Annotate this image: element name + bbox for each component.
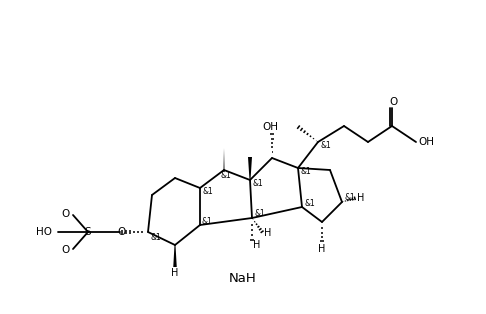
- Polygon shape: [248, 157, 252, 180]
- Text: &1: &1: [305, 198, 315, 208]
- Text: H: H: [264, 228, 272, 238]
- Text: &1: &1: [221, 171, 231, 181]
- Polygon shape: [173, 245, 177, 267]
- Text: H: H: [318, 244, 326, 254]
- Text: H: H: [171, 268, 179, 278]
- Text: &1: &1: [321, 140, 331, 149]
- Text: &1: &1: [253, 178, 263, 187]
- Text: &1: &1: [301, 166, 312, 176]
- Text: NaH: NaH: [229, 272, 257, 284]
- Text: &1: &1: [151, 232, 161, 241]
- Text: O: O: [117, 227, 125, 237]
- Text: H: H: [253, 240, 260, 250]
- Text: OH: OH: [262, 122, 278, 132]
- Text: O: O: [61, 209, 69, 219]
- Text: &1: &1: [345, 193, 355, 203]
- Text: &1: &1: [202, 216, 212, 225]
- Text: O: O: [61, 245, 69, 255]
- Text: &1: &1: [255, 209, 265, 219]
- Text: H: H: [357, 193, 364, 203]
- Text: S: S: [85, 227, 91, 237]
- Polygon shape: [224, 148, 225, 170]
- Text: OH: OH: [418, 137, 434, 147]
- Text: HO: HO: [36, 227, 52, 237]
- Text: &1: &1: [203, 187, 213, 197]
- Text: O: O: [389, 97, 397, 107]
